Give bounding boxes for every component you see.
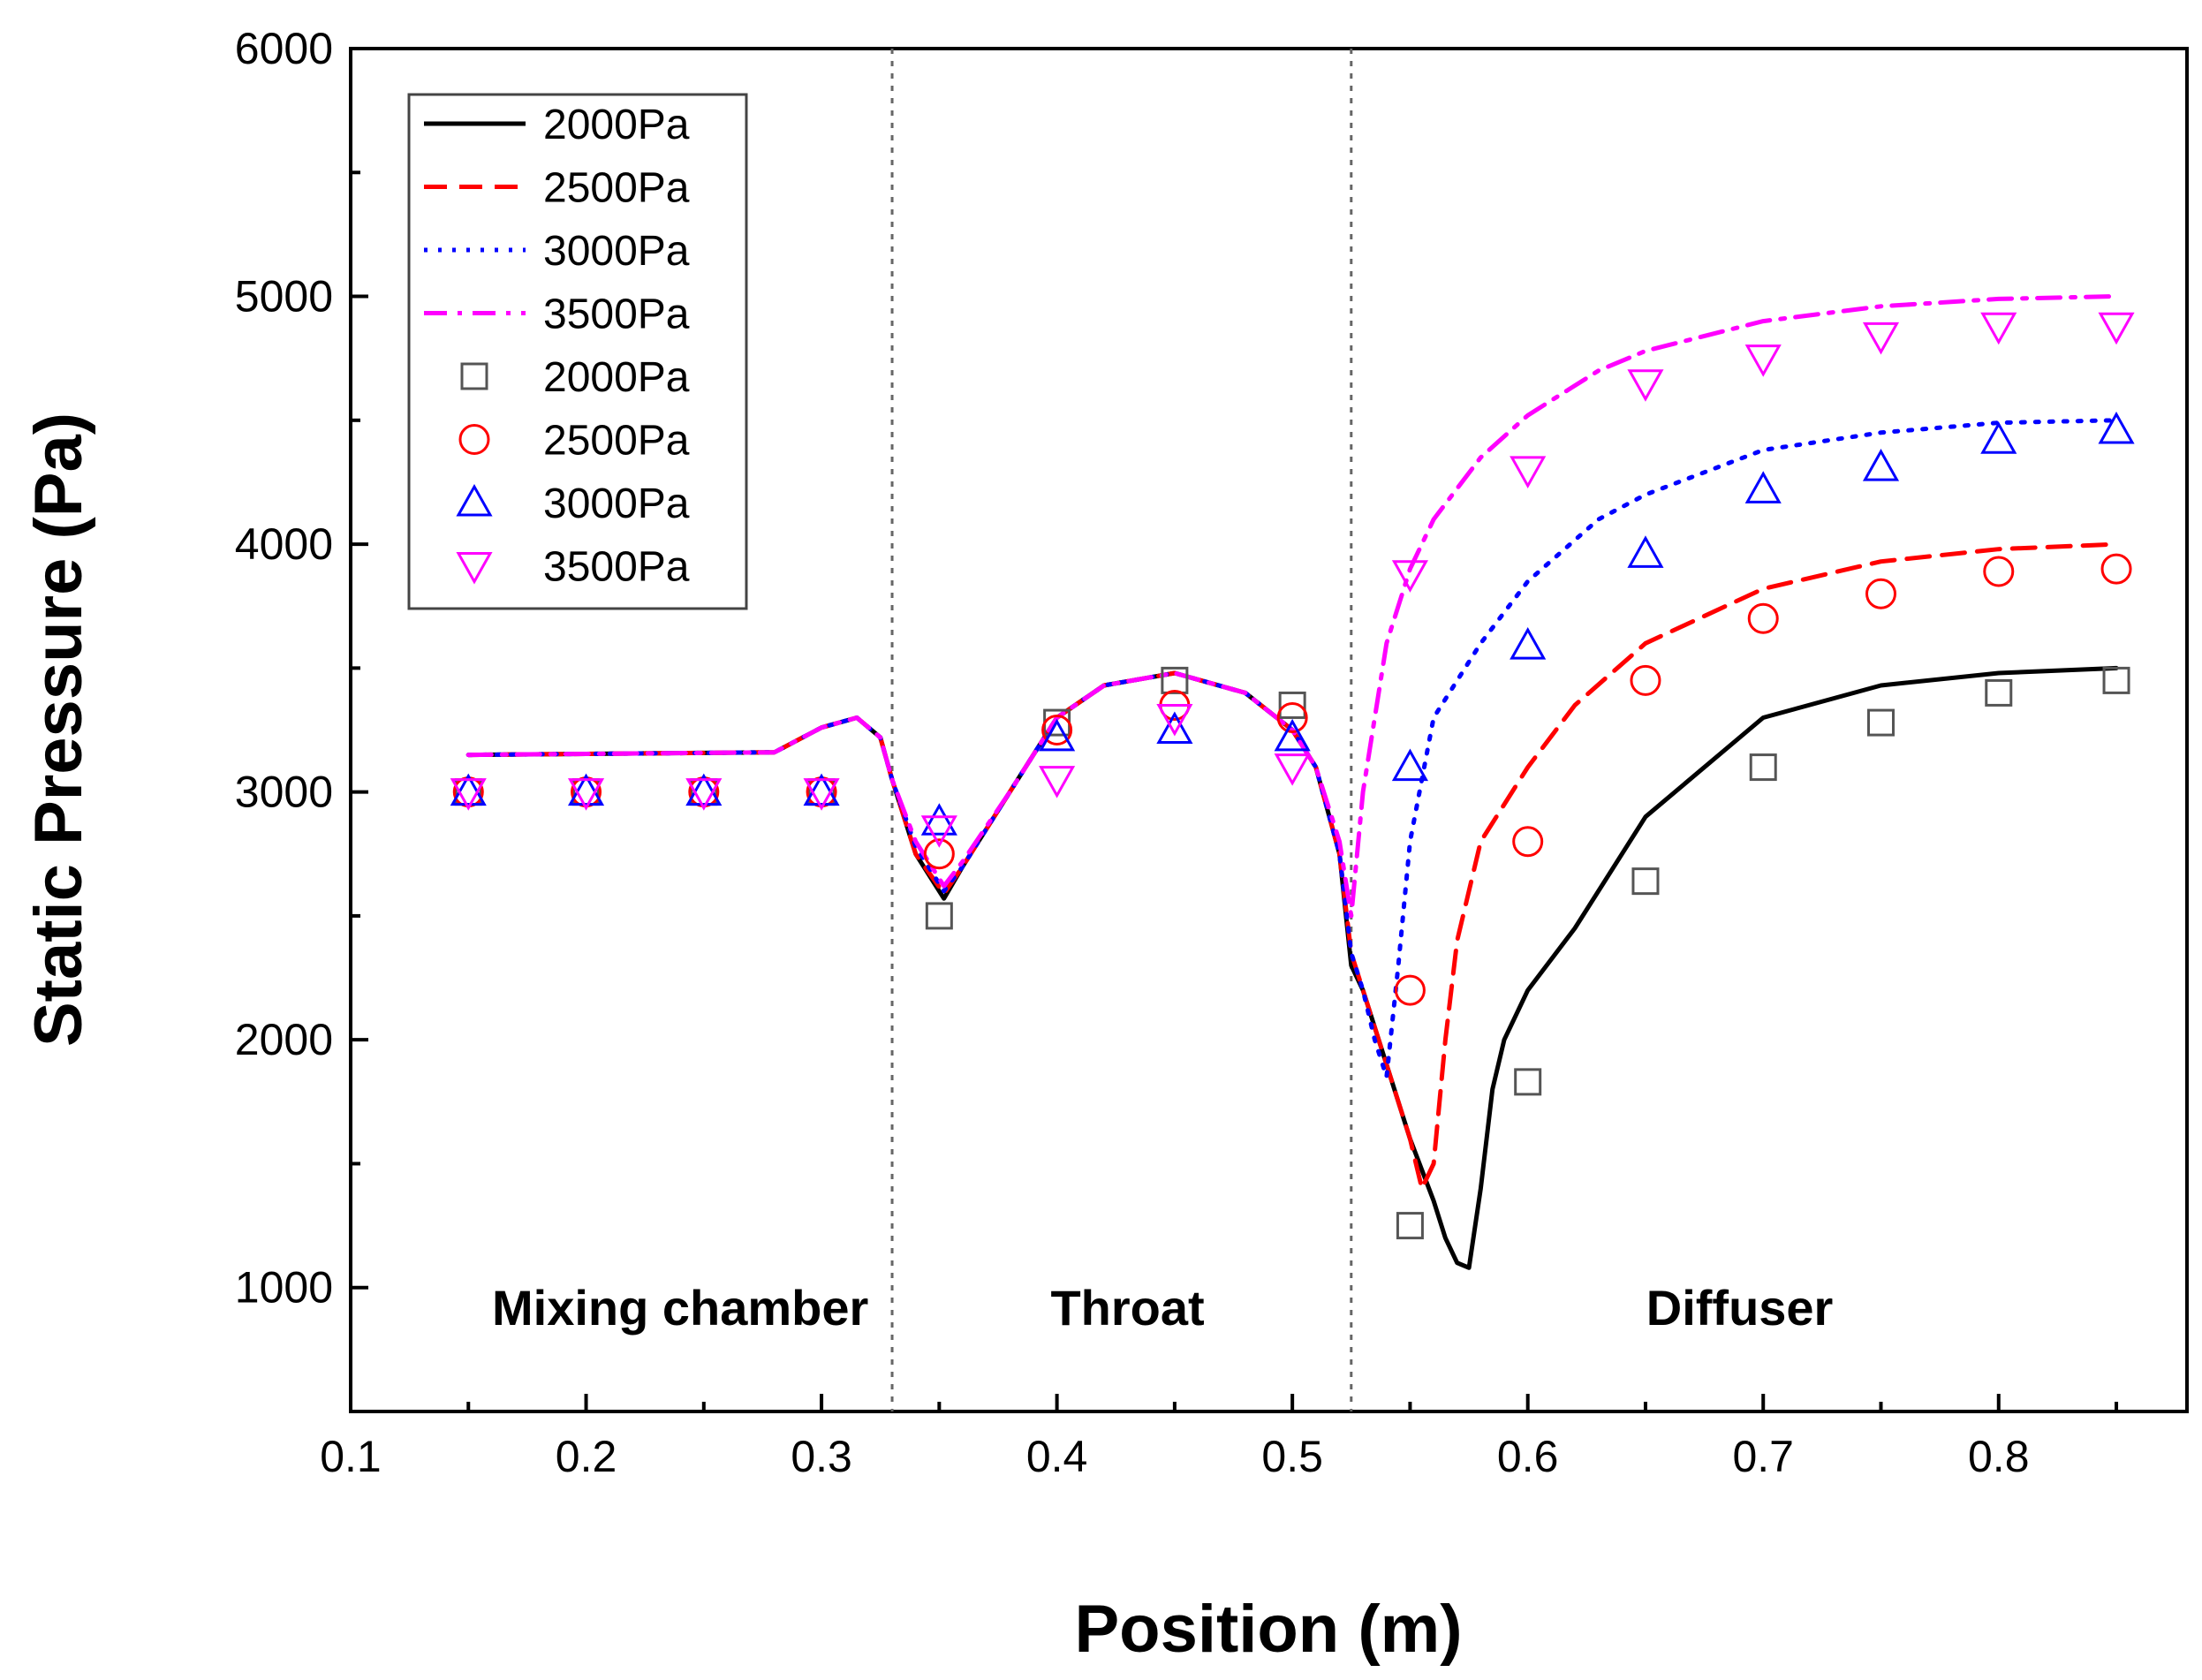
- legend-marker-square: [460, 362, 488, 390]
- marker-square-2000Pa: [1514, 1068, 1542, 1096]
- marker-square-2000Pa: [2102, 666, 2130, 694]
- marker-triangle-down-3500Pa: [1274, 753, 1311, 786]
- marker-triangle-down-3500Pa: [1862, 322, 1900, 355]
- legend-label: 3000Pa: [543, 228, 690, 275]
- plot-frame: [349, 47, 2189, 1413]
- marker-square-2000Pa: [1161, 666, 1189, 694]
- marker-square-2000Pa: [1631, 867, 1660, 896]
- y-tick-label: 3000: [235, 768, 333, 817]
- series-line-3000Pa: [465, 418, 2119, 1079]
- marker-triangle-down-3500Pa: [1744, 344, 1782, 377]
- x-tick-label: 0.8: [1968, 1432, 2030, 1481]
- region-labels: Mixing chamber Throat Diffuser: [492, 1280, 1833, 1336]
- y-axis: 1000 2000 3000 4000 5000 6000: [235, 24, 368, 1313]
- marker-square-2000Pa: [1396, 1212, 1424, 1240]
- legend: 2000Pa 2500Pa 3000Pa 3500Pa 2000Pa 2500Pa 3000…: [407, 93, 748, 610]
- y-tick-label: 6000: [235, 24, 333, 73]
- marker-square-2000Pa: [1985, 678, 2013, 707]
- legend-box: [407, 93, 748, 610]
- x-tick-label: 0.6: [1497, 1432, 1559, 1481]
- marker-circle-2500Pa: [2100, 553, 2132, 585]
- marker-triangle-up-3000Pa: [1627, 535, 1664, 568]
- marker-triangle-up-3000Pa: [1391, 748, 1428, 782]
- marker-circle-2500Pa: [1041, 715, 1073, 745]
- marker-circle-2500Pa: [1983, 556, 2015, 587]
- y-tick-label: 1000: [235, 1263, 333, 1313]
- marker-circle-2500Pa: [1394, 974, 1426, 1006]
- marker-circle-2500Pa: [1865, 578, 1896, 609]
- legend-marker-triangle-down: [456, 552, 493, 585]
- marker-triangle-up-3000Pa: [1980, 421, 2017, 454]
- marker-square-2000Pa: [925, 902, 953, 930]
- marker-triangle-down-3500Pa: [1391, 560, 1428, 593]
- y-tick-label: 4000: [235, 519, 333, 569]
- marker-triangle-up-3000Pa: [1156, 711, 1193, 744]
- legend-marker-triangle-up: [456, 483, 493, 517]
- marker-triangle-down-3500Pa: [1980, 312, 2017, 345]
- y-tick-label: 2000: [235, 1015, 333, 1064]
- legend-label: 2000Pa: [543, 354, 690, 401]
- marker-triangle-up-3000Pa: [803, 773, 840, 806]
- x-axis-title: Position (m): [1074, 1592, 1462, 1667]
- marker-circle-2500Pa: [1276, 701, 1308, 733]
- legend-label: 3000Pa: [543, 481, 690, 527]
- marker-triangle-up-3000Pa: [685, 773, 723, 806]
- marker-triangle-up-3000Pa: [567, 773, 605, 806]
- region-label: Mixing chamber: [492, 1280, 868, 1336]
- marker-triangle-down-3500Pa: [1510, 456, 1547, 488]
- marker-triangle-up-3000Pa: [1274, 718, 1311, 752]
- legend-label: 2500Pa: [543, 418, 690, 465]
- marker-triangle-up-3000Pa: [1510, 627, 1547, 660]
- marker-triangle-down-3500Pa: [567, 778, 605, 811]
- marker-square-2000Pa: [1867, 708, 1895, 737]
- marker-triangle-down-3500Pa: [803, 778, 840, 811]
- marker-triangle-down-3500Pa: [685, 778, 723, 811]
- series-markers: [450, 312, 2135, 1240]
- x-axis: 0.1 0.2 0.3 0.4 0.5 0.6 0.7 0.8: [320, 1394, 2119, 1481]
- x-tick-label: 0.1: [320, 1432, 382, 1481]
- marker-square-2000Pa: [1278, 691, 1306, 719]
- marker-triangle-down-3500Pa: [2098, 312, 2135, 345]
- x-tick-label: 0.2: [556, 1432, 617, 1481]
- legend-marker-circle: [458, 424, 490, 455]
- marker-triangle-down-3500Pa: [450, 778, 487, 811]
- marker-triangle-up-3000Pa: [2098, 411, 2135, 444]
- marker-triangle-up-3000Pa: [450, 773, 487, 806]
- legend-label: 3500Pa: [543, 544, 690, 591]
- x-tick-label: 0.4: [1026, 1432, 1088, 1481]
- legend-label: 2000Pa: [543, 102, 690, 148]
- marker-triangle-down-3500Pa: [1627, 369, 1664, 402]
- region-label: Throat: [1050, 1280, 1204, 1336]
- region-label: Diffuser: [1646, 1280, 1834, 1336]
- legend-label: 3500Pa: [543, 291, 690, 338]
- legend-items: 2000Pa 2500Pa 3000Pa 3500Pa 2000Pa 2500Pa 3000…: [424, 102, 690, 591]
- marker-triangle-up-3000Pa: [1744, 471, 1782, 503]
- marker-circle-2500Pa: [1747, 602, 1779, 634]
- y-tick-label: 5000: [235, 272, 333, 322]
- legend-label: 2500Pa: [543, 165, 690, 212]
- y-axis-title: Static Pressure (Pa): [21, 412, 96, 1047]
- marker-circle-2500Pa: [923, 838, 955, 870]
- marker-triangle-up-3000Pa: [920, 803, 957, 836]
- marker-triangle-down-3500Pa: [920, 815, 957, 848]
- marker-triangle-down-3500Pa: [1156, 703, 1193, 737]
- x-tick-label: 0.5: [1261, 1432, 1323, 1481]
- region-boundaries: [890, 49, 1353, 1411]
- marker-circle-2500Pa: [1512, 826, 1544, 858]
- marker-triangle-up-3000Pa: [1039, 718, 1076, 752]
- marker-square-2000Pa: [1749, 753, 1777, 782]
- marker-triangle-up-3000Pa: [1862, 449, 1900, 481]
- x-tick-label: 0.3: [791, 1432, 852, 1481]
- marker-circle-2500Pa: [1630, 664, 1661, 696]
- marker-triangle-down-3500Pa: [1039, 766, 1076, 798]
- x-tick-label: 0.7: [1732, 1432, 1794, 1481]
